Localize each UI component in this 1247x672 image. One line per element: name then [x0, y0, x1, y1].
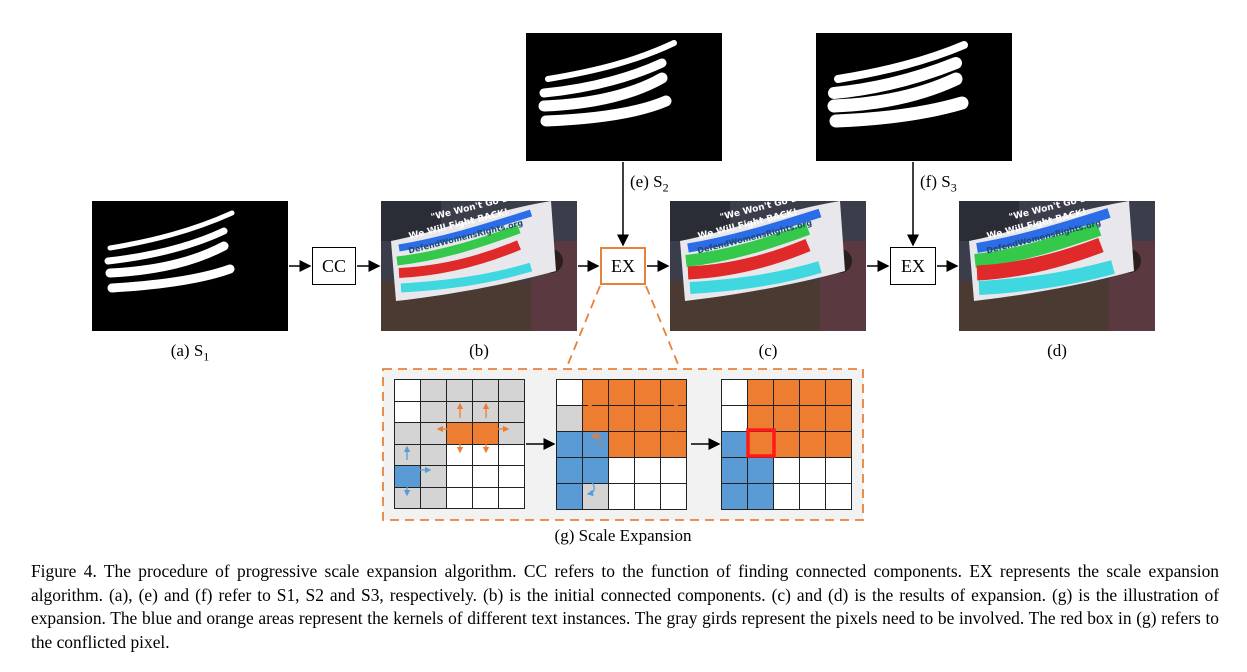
- grid-cell: [635, 380, 661, 406]
- grid-cell: [774, 432, 800, 458]
- label-f-sub: 3: [950, 180, 957, 195]
- grid-cell: [635, 484, 661, 510]
- grid-cell: [557, 458, 583, 484]
- grid-cell: [395, 423, 421, 445]
- grid-cell: [395, 466, 421, 488]
- mask-image-s2: [526, 33, 722, 161]
- label-g: (g) Scale Expansion: [554, 526, 692, 545]
- grid-cell: [447, 466, 473, 488]
- grid-cell: [473, 466, 499, 488]
- photo-c: [670, 201, 866, 331]
- grid-cell: [447, 487, 473, 509]
- grid-cell: [499, 401, 525, 423]
- label-f-text: (f) S: [920, 172, 951, 191]
- grid-cell: [499, 487, 525, 509]
- grid-cell: [722, 458, 748, 484]
- grid-cell: [826, 380, 852, 406]
- grid-cell: [447, 444, 473, 466]
- expansion-direction-arrows: [403, 399, 776, 497]
- grid-cell: [774, 406, 800, 432]
- expansion-grid-step-1: [394, 379, 525, 509]
- grid-cell: [609, 380, 635, 406]
- grid-cell: [447, 380, 473, 402]
- grid-cell: [609, 484, 635, 510]
- ex-box-2: EX: [890, 247, 936, 285]
- grid-cell: [748, 380, 774, 406]
- grid-cell: [826, 432, 852, 458]
- grid-cell: [826, 406, 852, 432]
- grid-cell: [583, 406, 609, 432]
- grid-cell: [635, 406, 661, 432]
- grid-cell: [499, 466, 525, 488]
- grid-cell: [499, 380, 525, 402]
- label-f: (f) S3: [920, 172, 980, 195]
- mask-image-s3: [816, 33, 1012, 161]
- grid-cell: [395, 444, 421, 466]
- grid-cell: [826, 484, 852, 510]
- grid-cell: [583, 458, 609, 484]
- grid-cell: [609, 406, 635, 432]
- grid-cell: [473, 487, 499, 509]
- grid-cell: [661, 458, 687, 484]
- grid-cell: [395, 401, 421, 423]
- grid-cell: [774, 458, 800, 484]
- grid-cell: [557, 484, 583, 510]
- grid-cell: [722, 432, 748, 458]
- expansion-grid-step-2: [556, 379, 687, 510]
- label-d: (d): [1047, 341, 1067, 360]
- photo-d: [959, 201, 1155, 331]
- grid-cell: [661, 484, 687, 510]
- grid-cell: [774, 484, 800, 510]
- grid-cell: [748, 484, 774, 510]
- conflict-pixel-box: [746, 428, 776, 458]
- grid-cell: [774, 380, 800, 406]
- photo-b: [381, 201, 577, 331]
- grid-cell: [421, 380, 447, 402]
- grid-cell: [395, 487, 421, 509]
- mask-image-s1: [92, 201, 288, 331]
- expansion-grid-step-3: [721, 379, 852, 510]
- label-a-text: (a) S: [170, 341, 204, 360]
- grid-cell: [800, 484, 826, 510]
- grid-cell: [635, 458, 661, 484]
- cc-box: CC: [312, 247, 356, 285]
- grid-cell: [583, 380, 609, 406]
- grid-cell: [421, 487, 447, 509]
- grid-cell: [800, 458, 826, 484]
- grid-cell: [473, 380, 499, 402]
- label-e: (e) S2: [630, 172, 690, 195]
- label-b: (b): [469, 341, 489, 360]
- grid-cell: [557, 380, 583, 406]
- label-a: (a) S1: [150, 341, 230, 364]
- label-c: (c): [758, 341, 778, 360]
- grid-cell: [800, 406, 826, 432]
- grid-cell: [499, 444, 525, 466]
- grid-cell: [421, 444, 447, 466]
- grid-cell: [421, 401, 447, 423]
- label-e-sub: 2: [662, 180, 669, 195]
- ex-box-1: EX: [600, 247, 646, 285]
- label-e-text: (e) S: [630, 172, 663, 191]
- grid-cell: [609, 458, 635, 484]
- grid-cell: [826, 458, 852, 484]
- grid-cell: [800, 432, 826, 458]
- grid-cell: [722, 406, 748, 432]
- grid-cell: [473, 444, 499, 466]
- grid-cell: [557, 432, 583, 458]
- grid-cell: [583, 484, 609, 510]
- grid-cell: [635, 432, 661, 458]
- grid-cell: [609, 432, 635, 458]
- grid-cell: [722, 380, 748, 406]
- grid-cell: [395, 380, 421, 402]
- grid-cell: [800, 380, 826, 406]
- grid-cell: [722, 484, 748, 510]
- grid-cell: [748, 458, 774, 484]
- figure-caption: Figure 4. The procedure of progressive s…: [31, 561, 1219, 652]
- label-a-sub: 1: [203, 349, 210, 364]
- grid-cell: [557, 406, 583, 432]
